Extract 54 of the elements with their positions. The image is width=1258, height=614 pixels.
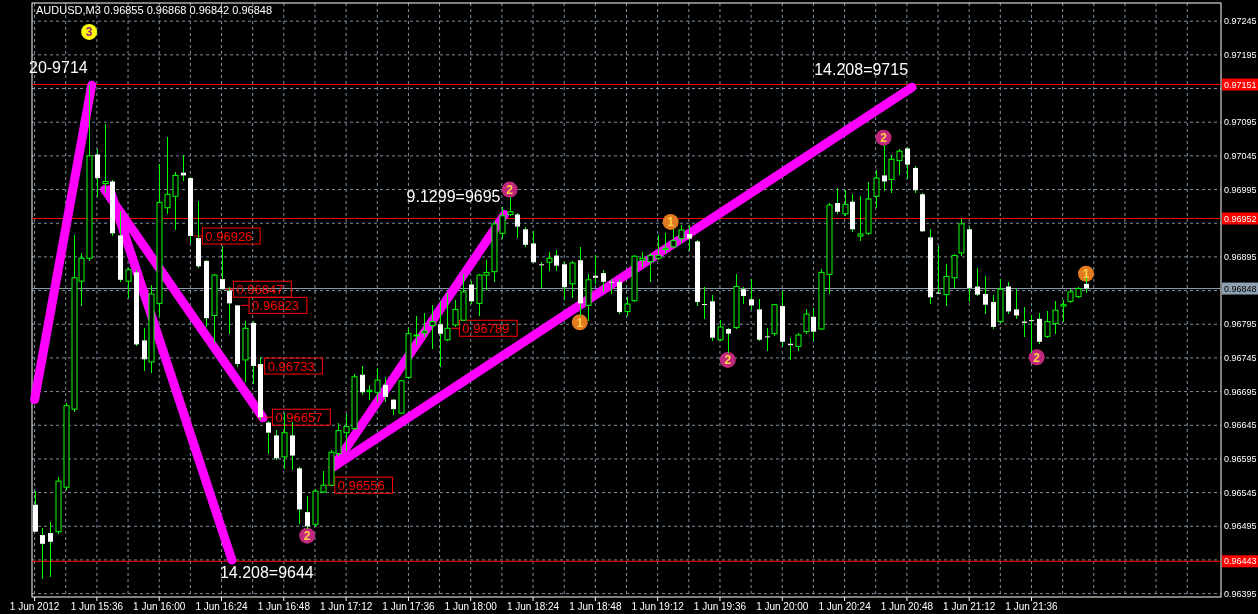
y-tick-label: 0.96595 (1224, 454, 1257, 465)
y-tick-label: 0.96895 (1224, 252, 1257, 263)
y-tick-label: 0.96695 (1224, 386, 1257, 397)
annotation: 0.96556 (337, 477, 385, 493)
ref-line-label: 0.97151 (1224, 79, 1257, 90)
annotation: 0.96926 (205, 228, 253, 244)
annotation: 3 (85, 25, 93, 40)
annotation: 9.1299=9695 (406, 188, 501, 206)
x-tick-label: 1 Jun 21:12 (943, 601, 996, 612)
x-tick-label: 1 Jun 2012 (9, 601, 60, 612)
x-tick-label: 1 Jun 18:24 (506, 601, 560, 612)
y-tick-label: 0.96395 (1224, 588, 1257, 599)
x-tick-label: 1 Jun 17:12 (319, 601, 373, 612)
y-tick-label: 0.96545 (1224, 487, 1257, 498)
x-tick-label: 1 Jun 19:36 (693, 601, 747, 612)
annotation: 1 (576, 315, 584, 330)
x-tick-label: 1 Jun 17:36 (382, 601, 435, 612)
x-tick-label: 1 Jun 20:48 (880, 601, 934, 612)
annotation: 2 (724, 353, 732, 368)
annotation: 1 (667, 215, 675, 230)
chart-title: AUDUSD,M3 0.96855 0.96868 0.96842 0.96848 (36, 4, 273, 16)
x-tick-label: 1 Jun 16:48 (257, 601, 311, 612)
annotation: 2 (880, 131, 888, 146)
annotation: 0.96823 (252, 298, 300, 314)
x-tick-label: 1 Jun 16:24 (195, 601, 249, 612)
x-tick-label: 1 Jun 18:00 (444, 601, 498, 612)
ref-line-label: 0.96952 (1224, 213, 1257, 224)
annotation: 1 (1082, 267, 1090, 282)
y-tick-label: 0.97095 (1224, 117, 1257, 128)
y-tick-label: 0.96795 (1224, 319, 1257, 330)
annotation: 20-9714 (28, 59, 88, 77)
y-tick-label: 0.96995 (1224, 184, 1257, 195)
x-tick-label: 1 Jun 16:00 (133, 601, 186, 612)
annotation: 14.208=9715 (814, 61, 909, 79)
y-tick-label: 0.97245 (1224, 16, 1257, 27)
ref-line-label: 0.96443 (1224, 556, 1257, 567)
annotation: 2 (303, 529, 311, 544)
y-tick-label: 0.96495 (1224, 521, 1257, 532)
y-tick-label: 0.97195 (1224, 50, 1257, 61)
x-tick-label: 1 Jun 20:00 (756, 601, 809, 612)
annotation: 2 (1033, 350, 1041, 365)
y-tick-label: 0.97045 (1224, 151, 1257, 162)
annotation: 0.96733 (267, 358, 315, 374)
annotation: 0.96789 (462, 320, 510, 336)
x-tick-label: 1 Jun 18:48 (569, 601, 622, 612)
x-tick-label: 1 Jun 21:36 (1005, 601, 1059, 612)
x-tick-label: 1 Jun 15:36 (70, 601, 124, 612)
annotation: 14.208=9644 (219, 563, 314, 581)
y-tick-label: 0.96745 (1224, 353, 1257, 364)
annotation: 2 (506, 182, 514, 197)
x-tick-label: 1 Jun 20:24 (818, 601, 872, 612)
ref-line-label: 0.96848 (1224, 283, 1257, 294)
x-tick-label: 1 Jun 19:12 (631, 601, 685, 612)
y-tick-label: 0.96645 (1224, 420, 1257, 431)
